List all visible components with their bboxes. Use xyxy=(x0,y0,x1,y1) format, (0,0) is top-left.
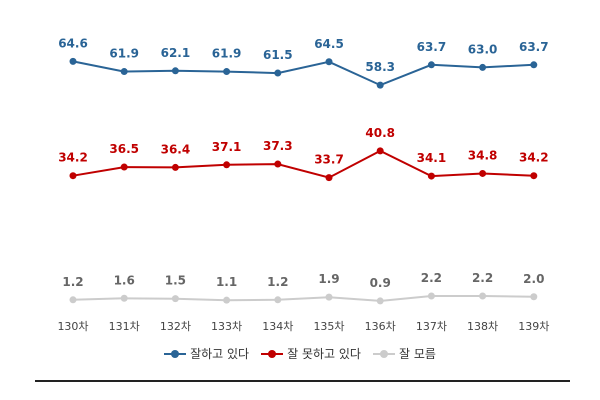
data-point-good xyxy=(69,57,77,65)
data-label-good: 58.3 xyxy=(365,60,395,74)
data-label-good: 61.5 xyxy=(263,48,293,62)
data-label-unknown: 1.9 xyxy=(318,272,339,286)
data-label-good: 61.9 xyxy=(109,47,139,61)
data-label-good: 64.5 xyxy=(314,37,344,51)
data-label-bad: 34.2 xyxy=(58,151,88,165)
data-point-unknown xyxy=(530,293,538,301)
x-tick-label: 131차 xyxy=(109,320,140,333)
legend-swatch-unknown xyxy=(372,349,395,359)
data-point-good xyxy=(479,63,487,71)
x-tick-label: 138차 xyxy=(467,320,498,333)
data-label-unknown: 1.1 xyxy=(216,275,237,289)
data-point-bad xyxy=(325,174,333,182)
data-point-bad xyxy=(223,161,231,169)
data-point-unknown xyxy=(69,296,77,304)
data-point-good xyxy=(376,81,384,89)
legend-entry-unknown: 잘 모름 xyxy=(372,345,436,362)
data-point-unknown xyxy=(223,296,231,304)
data-label-unknown: 0.9 xyxy=(370,276,391,290)
data-point-bad xyxy=(171,163,179,171)
data-label-good: 63.0 xyxy=(468,42,498,56)
x-tick-label: 135차 xyxy=(313,320,344,333)
data-point-good xyxy=(274,69,282,77)
x-tick-label: 136차 xyxy=(365,320,396,333)
data-point-bad xyxy=(69,172,77,180)
data-label-bad: 34.8 xyxy=(468,148,498,162)
data-point-unknown xyxy=(427,292,435,300)
data-label-bad: 34.2 xyxy=(519,151,549,165)
data-point-good xyxy=(171,67,179,75)
data-point-unknown xyxy=(120,294,128,302)
legend-swatch-bad xyxy=(261,349,284,359)
data-label-unknown: 2.0 xyxy=(523,272,544,286)
data-label-bad: 34.1 xyxy=(417,151,447,165)
x-tick-label: 137차 xyxy=(416,320,447,333)
x-tick-label: 134차 xyxy=(262,320,293,333)
data-label-good: 61.9 xyxy=(212,47,242,61)
data-point-bad xyxy=(427,172,435,180)
legend-swatch-good xyxy=(164,349,187,359)
data-label-good: 63.7 xyxy=(417,40,447,54)
data-point-bad xyxy=(530,172,538,180)
legend-label-unknown: 잘 모름 xyxy=(398,347,436,361)
series-line-good xyxy=(72,60,534,87)
data-label-unknown: 2.2 xyxy=(421,271,442,285)
data-label-unknown: 1.5 xyxy=(165,274,186,288)
data-point-bad xyxy=(479,169,487,177)
data-point-bad xyxy=(376,147,384,155)
legend-label-bad: 잘 못하고 있다 xyxy=(287,347,361,361)
data-label-unknown: 1.2 xyxy=(267,275,288,289)
legend-entry-good: 잘하고 있다 xyxy=(164,345,249,362)
data-label-bad: 40.8 xyxy=(365,126,395,140)
data-label-good: 63.7 xyxy=(519,40,549,54)
data-point-unknown xyxy=(274,296,282,304)
series-line-bad xyxy=(72,149,534,179)
data-label-good: 64.6 xyxy=(58,36,88,50)
data-label-bad: 37.3 xyxy=(263,139,293,153)
data-point-unknown xyxy=(479,292,487,300)
data-point-good xyxy=(223,68,231,76)
data-label-good: 62.1 xyxy=(161,46,191,60)
x-tick-label: 133차 xyxy=(211,320,242,333)
chart-legend: 잘하고 있다 잘 못하고 있다 잘 모름 xyxy=(0,345,600,362)
data-point-unknown xyxy=(376,297,384,305)
data-point-good xyxy=(120,68,128,76)
data-point-good xyxy=(427,61,435,69)
legend-entry-bad: 잘 못하고 있다 xyxy=(261,345,361,362)
bottom-divider xyxy=(35,380,570,382)
data-point-bad xyxy=(274,160,282,168)
data-label-bad: 33.7 xyxy=(314,153,344,167)
data-point-good xyxy=(530,61,538,69)
x-tick-label: 130차 xyxy=(57,320,88,333)
series-line-unknown xyxy=(72,295,534,302)
data-label-unknown: 1.6 xyxy=(114,273,135,287)
data-label-unknown: 2.2 xyxy=(472,271,493,285)
data-label-bad: 37.1 xyxy=(212,140,242,154)
data-label-unknown: 1.2 xyxy=(62,275,83,289)
data-label-bad: 36.5 xyxy=(109,142,139,156)
data-point-unknown xyxy=(325,293,333,301)
data-label-bad: 36.4 xyxy=(161,142,191,156)
x-tick-label: 139차 xyxy=(518,320,549,333)
x-tick-label: 132차 xyxy=(160,320,191,333)
legend-label-good: 잘하고 있다 xyxy=(190,347,250,361)
data-point-bad xyxy=(120,163,128,171)
data-point-good xyxy=(325,58,333,66)
data-point-unknown xyxy=(171,295,179,303)
